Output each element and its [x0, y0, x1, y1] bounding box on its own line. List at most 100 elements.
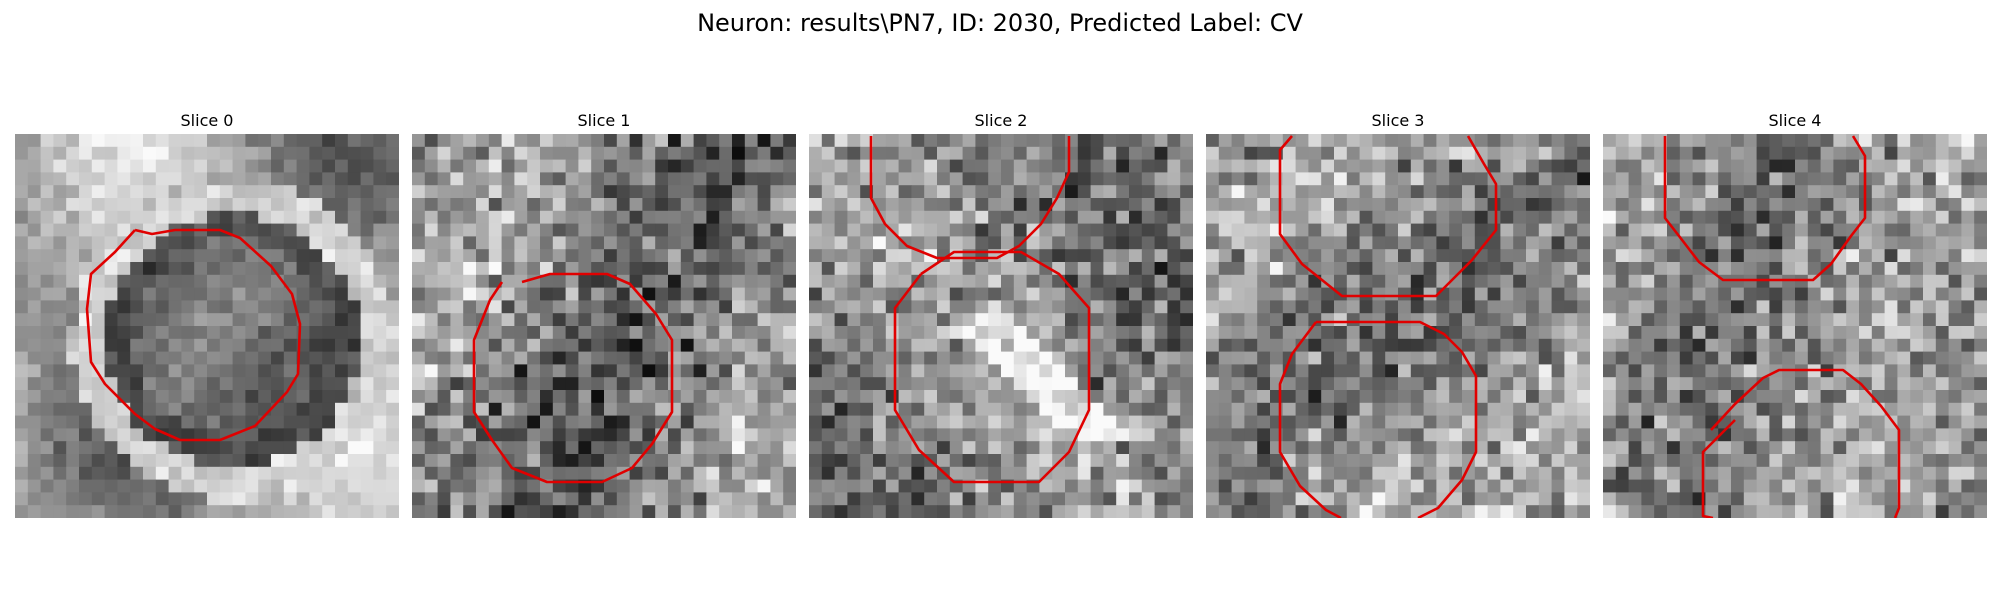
pixel	[1065, 351, 1079, 365]
pixel	[1001, 364, 1015, 378]
pixel	[604, 338, 618, 352]
pixel	[207, 159, 221, 173]
pixel	[1948, 415, 1962, 429]
pixel	[591, 466, 605, 480]
pixel	[668, 134, 682, 148]
pixel	[591, 172, 605, 186]
pixel	[1526, 377, 1540, 391]
slice-panel-0: Slice 0	[15, 108, 399, 518]
pixel	[655, 338, 669, 352]
pixel	[1423, 185, 1437, 199]
pixel	[1500, 146, 1514, 160]
pixel	[1180, 198, 1193, 212]
pixel	[1526, 364, 1540, 378]
pixel	[1206, 185, 1220, 199]
pixel	[488, 249, 502, 263]
pixel	[40, 364, 54, 378]
pixel	[104, 479, 118, 493]
pixel	[40, 415, 54, 429]
pixel	[1013, 274, 1027, 288]
pixel	[732, 364, 746, 378]
pixel	[1423, 134, 1437, 148]
pixel	[437, 364, 451, 378]
pixel	[40, 249, 54, 263]
pixel	[219, 262, 233, 276]
pixel	[1743, 300, 1757, 314]
pixel	[642, 364, 656, 378]
pixel	[642, 287, 656, 301]
pixel	[949, 223, 963, 237]
pixel	[1935, 287, 1949, 301]
pixel	[540, 172, 554, 186]
pixel	[1218, 287, 1232, 301]
pixel	[1398, 428, 1412, 442]
pixel	[706, 364, 720, 378]
pixel	[616, 172, 630, 186]
pixel	[1385, 249, 1399, 263]
pixel	[1218, 313, 1232, 327]
pixel	[194, 338, 208, 352]
pixel	[527, 185, 541, 199]
pixel	[1820, 454, 1834, 468]
pixel	[1129, 172, 1143, 186]
pixel	[1385, 198, 1399, 212]
pixel	[1372, 466, 1386, 480]
pixel	[591, 364, 605, 378]
pixel	[1103, 146, 1117, 160]
pixel	[527, 377, 541, 391]
pixel	[1359, 146, 1373, 160]
pixel	[1116, 146, 1130, 160]
pixel	[488, 505, 502, 518]
pixel	[1474, 479, 1488, 493]
pixel	[79, 492, 93, 506]
pixel	[693, 249, 707, 263]
pixel	[578, 172, 592, 186]
pixel	[693, 146, 707, 160]
pixel	[1487, 505, 1501, 518]
pixel	[1743, 249, 1757, 263]
pixel	[1013, 390, 1027, 404]
pixel	[1410, 326, 1424, 340]
pixel	[79, 466, 93, 480]
pixel	[1116, 326, 1130, 340]
pixel	[1013, 492, 1027, 506]
pixel	[476, 351, 490, 365]
pixel	[53, 492, 67, 506]
pixel	[27, 338, 41, 352]
pixel	[604, 198, 618, 212]
pixel	[1500, 454, 1514, 468]
pixel	[1154, 428, 1168, 442]
pixel	[911, 402, 925, 416]
pixel	[1308, 351, 1322, 365]
pixel	[309, 466, 323, 480]
pixel	[1923, 466, 1937, 480]
pixel	[1231, 249, 1245, 263]
pixel	[1398, 274, 1412, 288]
pixel	[1180, 364, 1193, 378]
pixel	[1526, 134, 1540, 148]
pixel	[1308, 159, 1322, 173]
pixel	[79, 249, 93, 263]
pixel	[1910, 377, 1924, 391]
pixel	[1231, 441, 1245, 455]
pixel	[322, 236, 336, 250]
pixel	[1103, 134, 1117, 148]
pixel	[809, 326, 823, 340]
pixel	[1679, 313, 1693, 327]
pixel	[463, 172, 477, 186]
pixel	[744, 210, 758, 224]
pixel	[1129, 198, 1143, 212]
pixel	[847, 492, 861, 506]
pixel	[117, 146, 131, 160]
pixel	[15, 351, 29, 365]
pixel	[1782, 185, 1796, 199]
pixel	[271, 492, 285, 506]
pixel	[1820, 428, 1834, 442]
pixel	[1500, 210, 1514, 224]
pixel	[1090, 454, 1104, 468]
pixel	[258, 377, 272, 391]
pixel	[706, 185, 720, 199]
pixel	[1282, 146, 1296, 160]
pixel	[693, 172, 707, 186]
pixel	[1013, 223, 1027, 237]
